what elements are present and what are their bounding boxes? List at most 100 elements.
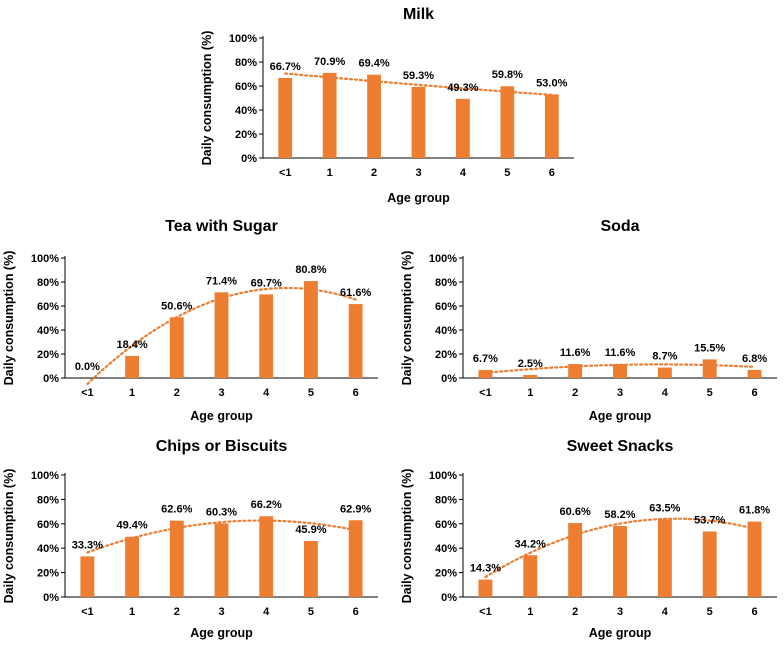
data-label: 66.2% (251, 499, 282, 511)
y-tick-label: 100% (229, 33, 257, 45)
bar-milk-5 (500, 86, 515, 158)
y-tick-label: 80% (435, 494, 457, 506)
x-tick-label: 3 (617, 606, 623, 618)
bar-sweet-0 (478, 579, 493, 597)
bar-tea-5 (303, 281, 318, 378)
data-label: 49.3% (447, 82, 478, 94)
y-tick-label: 80% (235, 57, 257, 69)
data-label: 14.3% (470, 563, 501, 575)
data-label: 66.7% (270, 61, 301, 73)
bar-tea-2 (169, 317, 184, 378)
data-label: 62.9% (340, 503, 371, 515)
bar-sweet-6 (747, 521, 762, 597)
y-axis-title: Daily consumption (%) (400, 251, 414, 386)
y-tick-label: 0% (43, 592, 59, 604)
x-tick-label: <1 (479, 606, 492, 618)
chart-milk: Milk 0% 20% 40% 60% 80% 100% 66.7% 70.9% 69.4% 59.… (200, 6, 574, 205)
chart-title: Tea with Sugar (165, 218, 278, 235)
bar-tea-4 (259, 294, 274, 378)
x-tick-label: <1 (479, 387, 492, 399)
y-tick-label: 100% (31, 470, 59, 482)
bar-milk-2 (367, 74, 381, 158)
y-tick-label: 20% (235, 129, 257, 141)
x-tick-label: 3 (218, 387, 224, 399)
trendline-sweet (484, 517, 756, 579)
bar-tea-1 (125, 355, 140, 378)
data-label: 34.2% (515, 538, 546, 550)
data-label: 61.8% (739, 505, 770, 517)
chart-chips: Chips or Biscuits 0% 20% 40% 60% 80% 100% 33.3%… (2, 438, 378, 640)
data-label: 33.3% (72, 539, 103, 551)
trendline-tea (86, 286, 357, 386)
x-tick-label: 2 (572, 606, 578, 618)
x-tick-label: 1 (527, 606, 533, 618)
data-label: 45.9% (295, 524, 326, 536)
bar-milk-0 (278, 77, 293, 158)
bar-sweet-4 (657, 519, 672, 597)
data-label: 0.0% (75, 361, 100, 373)
data-label: 53.0% (536, 77, 567, 89)
y-tick-label: 40% (435, 543, 457, 555)
data-label: 8.7% (652, 351, 677, 363)
chart-title: Milk (403, 6, 434, 23)
bar-chips-4 (259, 516, 274, 597)
y-tick-label: 60% (235, 81, 257, 93)
y-tick-label: 20% (37, 568, 59, 580)
data-label: 80.8% (295, 264, 326, 276)
y-tick-label: 0% (241, 153, 257, 165)
bar-sweet-3 (613, 525, 627, 597)
data-label: 53.7% (694, 514, 725, 526)
chart-soda: Soda 0% 20% 40% 60% 80% 100% 6.7% 2.5% 11.6% 11.6%… (400, 218, 777, 423)
x-axis-title: Age group (387, 191, 450, 205)
x-tick-label: 5 (707, 606, 713, 618)
y-axis-title: Daily consumption (%) (400, 469, 414, 604)
x-tick-label: 1 (327, 167, 333, 179)
data-label: 61.6% (340, 287, 371, 299)
bar-sweet-5 (702, 531, 717, 597)
trendline-chips (86, 519, 357, 554)
bar-soda-5 (702, 359, 717, 378)
y-tick-label: 80% (435, 277, 457, 289)
x-tick-label: 4 (263, 606, 270, 618)
bar-chips-0 (80, 556, 95, 597)
x-tick-label: <1 (279, 167, 292, 179)
y-tick-label: 60% (435, 519, 457, 531)
bar-chips-3 (214, 523, 229, 597)
bar-soda-3 (613, 364, 627, 378)
x-tick-label: 6 (353, 606, 359, 618)
data-label: 58.2% (604, 509, 635, 521)
y-axis-title: Daily consumption (%) (200, 31, 214, 166)
chart-title: Soda (600, 218, 639, 235)
x-tick-label: 2 (572, 387, 578, 399)
bar-milk-6 (544, 94, 559, 158)
data-label: 11.6% (560, 347, 591, 359)
x-tick-label: 5 (707, 387, 713, 399)
x-tick-label: 3 (617, 387, 623, 399)
bar-soda-4 (657, 367, 672, 378)
y-tick-label: 40% (37, 325, 59, 337)
x-tick-label: 4 (460, 167, 467, 179)
x-tick-label: <1 (81, 387, 94, 399)
y-axis-title: Daily consumption (%) (2, 469, 16, 604)
chart-title: Chips or Biscuits (156, 438, 288, 455)
x-tick-label: 1 (129, 606, 135, 618)
x-tick-label: <1 (81, 606, 94, 618)
x-tick-label: 4 (662, 387, 669, 399)
x-tick-label: 6 (752, 387, 758, 399)
bar-soda-1 (523, 375, 538, 378)
data-label: 62.6% (161, 504, 192, 516)
bar-chips-2 (169, 520, 184, 597)
x-axis-title: Age group (190, 626, 253, 640)
bar-soda-6 (747, 369, 762, 378)
x-tick-label: 1 (129, 387, 135, 399)
x-axis-title: Age group (589, 626, 652, 640)
data-label: 49.4% (116, 520, 147, 532)
x-tick-label: 6 (752, 606, 758, 618)
x-tick-label: 2 (371, 167, 377, 179)
y-tick-label: 60% (435, 301, 457, 313)
y-tick-label: 100% (429, 470, 457, 482)
y-tick-label: 40% (435, 325, 457, 337)
data-label: 2.5% (518, 358, 543, 370)
x-tick-label: 4 (263, 387, 270, 399)
data-label: 70.9% (314, 56, 345, 68)
